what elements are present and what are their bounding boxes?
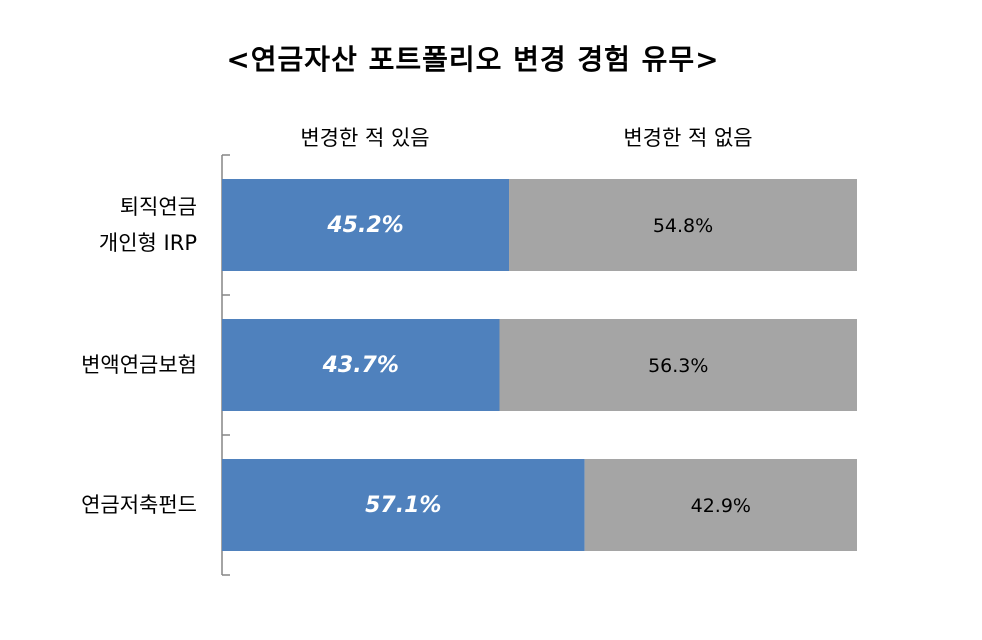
category-label: 개인형 IRP [99,231,197,255]
data-label: 42.9% [691,495,751,517]
legend-not-changed: 변경한 적 없음 [623,126,753,150]
bar-changed [222,179,510,271]
legend-changed: 변경한 적 있음 [300,126,430,150]
bars-layer: 45.2% 54.8% 43.7% 56.3% 57.1% 42.9% [222,179,857,551]
bar-changed [222,459,585,551]
data-label: 54.8% [653,215,713,237]
data-label: 56.3% [648,355,708,377]
bar-not-changed [584,459,857,551]
bar-changed [222,319,500,411]
data-label: 57.1% [365,493,441,518]
bar-not-changed [499,319,857,411]
category-label: 연금저축펀드 [81,493,197,517]
category-label: 변액연금보험 [81,353,197,377]
category-label: 퇴직연금 [120,195,197,219]
data-label: 43.7% [322,353,399,378]
bar-not-changed [509,179,857,271]
data-label: 45.2% [326,213,403,238]
chart-title: <연금자산 포트폴리오 변경 경험 유무> [226,43,720,76]
